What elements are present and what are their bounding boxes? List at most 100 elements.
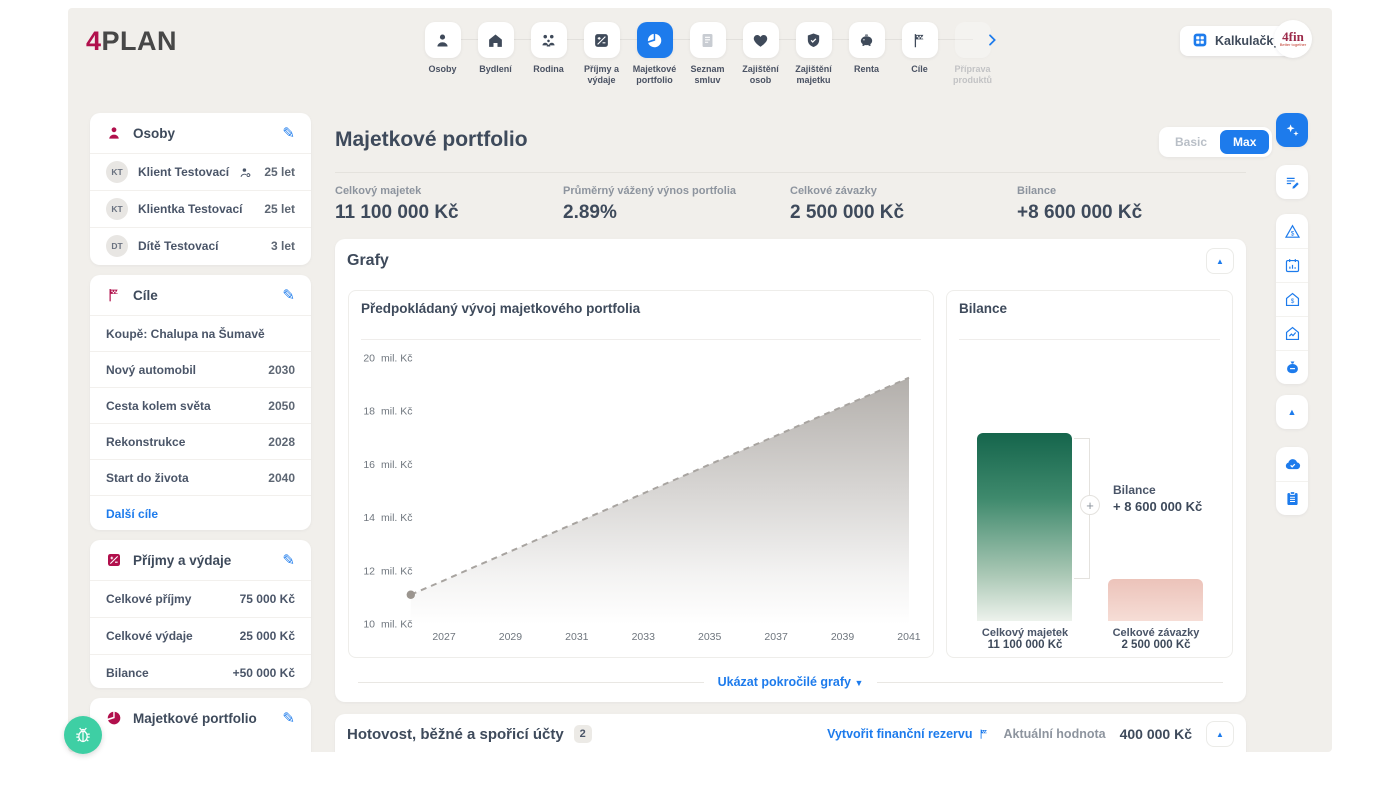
create-reserve-link[interactable]: Vytvořit finanční rezervu bbox=[827, 727, 989, 741]
income-label: Celkové příjmy bbox=[106, 592, 192, 606]
chart-title: Bilance bbox=[959, 301, 1008, 316]
income-value: 75 000 Kč bbox=[239, 592, 295, 606]
cash-section-title: Hotovost, běžné a spořicí účty bbox=[347, 725, 564, 743]
nav-item-priprava-produktu[interactable]: Příprava produktů bbox=[946, 22, 999, 86]
nav-label: Rodina bbox=[533, 64, 564, 74]
nav-item-cile[interactable]: Cíle bbox=[893, 22, 946, 86]
goal-row[interactable]: Rekonstrukce 2028 bbox=[90, 423, 311, 459]
charts-section-title: Grafy bbox=[347, 252, 389, 269]
collapse-rail-button[interactable]: ▲ bbox=[1276, 395, 1308, 429]
app-shell: 4PLAN Osoby Bydlení Rodina Příjmy a výda… bbox=[68, 8, 1332, 752]
bar-value: 2 500 000 Kč bbox=[1121, 639, 1191, 651]
nav-label: Bydlení bbox=[479, 64, 512, 74]
person-name: Dítě Testovací bbox=[138, 239, 219, 253]
house-icon bbox=[477, 22, 514, 58]
finish-flag-icon bbox=[980, 729, 987, 739]
goal-label: Nový automobil bbox=[106, 362, 197, 377]
stat-label: Bilance bbox=[1017, 185, 1057, 197]
notes-button[interactable] bbox=[1276, 165, 1308, 199]
goal-year: 2050 bbox=[268, 398, 295, 413]
bug-report-button[interactable] bbox=[64, 716, 102, 754]
nav-item-osoby[interactable]: Osoby bbox=[416, 22, 469, 86]
triangle-dollar-icon[interactable]: $ bbox=[1276, 214, 1308, 248]
avatar: KT bbox=[106, 161, 128, 183]
income-value: +50 000 Kč bbox=[232, 666, 295, 680]
pie-chart-icon bbox=[636, 22, 673, 58]
heart-icon bbox=[742, 22, 779, 58]
income-value: 25 000 Kč bbox=[239, 629, 295, 643]
collapse-cash-button[interactable]: ▲ bbox=[1206, 721, 1234, 747]
goal-row[interactable]: Cesta kolem světa 2050 bbox=[90, 387, 311, 423]
divider bbox=[877, 681, 1224, 683]
contract-icon bbox=[689, 22, 726, 58]
income-expenses-title: Příjmy a výdaje bbox=[133, 552, 232, 568]
cloud-check-icon[interactable] bbox=[1276, 447, 1308, 481]
edit-income-icon[interactable]: ✎ bbox=[282, 551, 295, 569]
charts-section: Grafy ▲ Předpokládaný vývoj majetkového … bbox=[335, 239, 1246, 702]
assets-bar-label: Celkový majetek 11 100 000 Kč bbox=[955, 627, 1095, 651]
svg-text:mil. Kč: mil. Kč bbox=[381, 406, 413, 418]
more-goals-link[interactable]: Další cíle bbox=[90, 495, 311, 531]
finish-flag-icon bbox=[901, 22, 938, 58]
person-age: 25 let bbox=[264, 202, 295, 216]
nav-item-bydleni[interactable]: Bydlení bbox=[469, 22, 522, 86]
nav-item-rodina[interactable]: Rodina bbox=[522, 22, 575, 86]
person-name: Klientka Testovací bbox=[138, 202, 243, 216]
partner-logo-4fin: 4fin Better together bbox=[1274, 20, 1312, 58]
person-row[interactable]: KT Klientka Testovací 25 let bbox=[90, 190, 311, 227]
edit-portfolio-icon[interactable]: ✎ bbox=[282, 709, 295, 727]
svg-text:2029: 2029 bbox=[499, 631, 523, 643]
person-row[interactable]: DT Dítě Testovací 3 let bbox=[90, 227, 311, 264]
clipboard-icon[interactable] bbox=[1276, 481, 1308, 515]
svg-text:2035: 2035 bbox=[698, 631, 722, 643]
svg-text:mil. Kč: mil. Kč bbox=[381, 459, 413, 471]
nav-scroll-right-button[interactable] bbox=[984, 32, 1000, 53]
goal-label: Cesta kolem světa bbox=[106, 398, 211, 413]
sync-docs-stack bbox=[1276, 447, 1308, 515]
person-row[interactable]: KT Klient Testovací 25 let bbox=[90, 153, 311, 190]
goal-label: Rekonstrukce bbox=[106, 434, 186, 449]
divider bbox=[361, 339, 921, 340]
nav-item-renta[interactable]: Renta bbox=[840, 22, 893, 86]
svg-text:2031: 2031 bbox=[565, 631, 589, 643]
money-bag-icon[interactable] bbox=[1276, 350, 1308, 384]
income-row: Bilance +50 000 Kč bbox=[90, 654, 311, 691]
nav-item-zajisteni-majetku[interactable]: Zajištění majetku bbox=[787, 22, 840, 86]
goal-row[interactable]: Start do života 2040 bbox=[90, 459, 311, 495]
assets-bar bbox=[977, 433, 1072, 621]
nav-item-zajisteni-osob[interactable]: Zajištění osob bbox=[734, 22, 787, 86]
count-badge: 2 bbox=[573, 725, 592, 743]
toggle-max-button[interactable]: Max bbox=[1220, 130, 1270, 154]
calendar-chart-icon[interactable] bbox=[1276, 248, 1308, 282]
house-trend-icon[interactable] bbox=[1276, 316, 1308, 350]
portfolio-projection-chart-card: Předpokládaný vývoj majetkového portfoli… bbox=[348, 290, 934, 658]
house-dollar-icon[interactable]: $ bbox=[1276, 282, 1308, 316]
nav-label: Majetkové portfolio bbox=[632, 64, 677, 85]
nav-item-prijmy-a-vydaje[interactable]: Příjmy a výdaje bbox=[575, 22, 628, 86]
liabilities-bar-label: Celkové závazky 2 500 000 Kč bbox=[1086, 627, 1226, 651]
svg-text:20: 20 bbox=[363, 353, 375, 365]
stat-avg-yield: Průměrný vážený výnos portfolia 2.89% bbox=[563, 185, 783, 224]
nav-item-seznam-smluv[interactable]: Seznam smluv bbox=[681, 22, 734, 86]
goal-row[interactable]: Koupě: Chalupa na Šumavě bbox=[90, 315, 311, 351]
stat-total-assets: Celkový majetek 11 100 000 Kč bbox=[335, 185, 555, 224]
show-advanced-charts-link[interactable]: Ukázat pokročilé grafy ▼ bbox=[718, 675, 864, 689]
link-label: Vytvořit finanční rezervu bbox=[827, 727, 973, 741]
app-logo: 4PLAN bbox=[86, 26, 177, 57]
calculators-button[interactable]: Kalkulačky bbox=[1180, 26, 1293, 56]
edit-goals-icon[interactable]: ✎ bbox=[282, 286, 295, 304]
collapse-charts-button[interactable]: ▲ bbox=[1206, 248, 1234, 274]
liabilities-bar bbox=[1108, 579, 1203, 621]
family-icon bbox=[530, 22, 567, 58]
ai-assistant-button[interactable] bbox=[1276, 113, 1308, 147]
svg-text:2033: 2033 bbox=[632, 631, 656, 643]
nav-item-majetkove-portfolio[interactable]: Majetkové portfolio bbox=[628, 22, 681, 86]
note-pencil-icon bbox=[1276, 165, 1308, 199]
svg-text:mil. Kč: mil. Kč bbox=[381, 565, 413, 577]
person-name: Klient Testovací bbox=[138, 165, 230, 179]
edit-persons-icon[interactable]: ✎ bbox=[282, 124, 295, 142]
toggle-basic-button[interactable]: Basic bbox=[1175, 135, 1208, 149]
goal-row[interactable]: Nový automobil 2030 bbox=[90, 351, 311, 387]
stat-value: +8 600 000 Kč bbox=[1017, 202, 1143, 223]
